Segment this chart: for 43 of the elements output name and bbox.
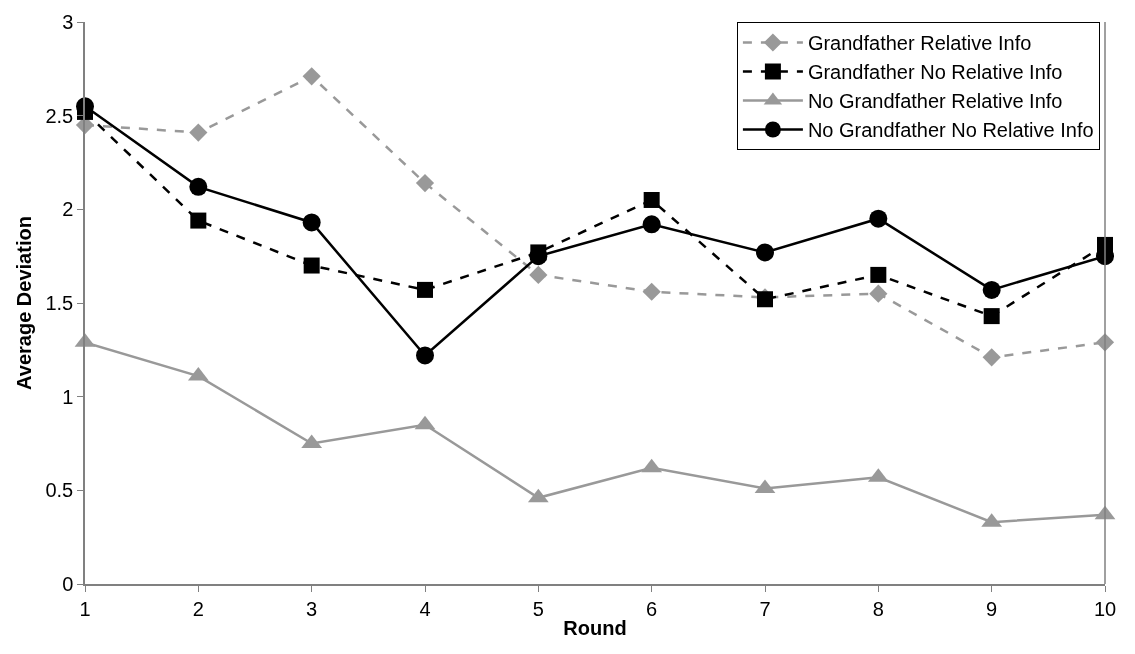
point [190,212,207,229]
y-tick-label: 3 [62,11,74,33]
point [642,215,661,234]
x-tick-label: 5 [532,597,544,620]
y-tick-label: 0 [62,573,74,595]
x-tick-label: 8 [872,597,884,620]
point [982,280,1001,299]
point [416,346,434,365]
x-tick-label: 1 [79,597,91,620]
x-axis-title: Round [563,616,627,639]
y-tick-label: 0.5 [45,479,74,502]
x-tick-label: 4 [419,597,431,620]
point [869,284,888,303]
point [303,257,320,274]
legend-label: Grandfather Relative Info [807,32,1032,55]
x-tick-label: 10 [1093,597,1117,620]
point [643,191,660,208]
point [982,348,1001,367]
point [529,265,548,284]
y-tick-label: 1.5 [45,292,74,314]
y-tick-label: 1 [62,385,74,408]
y-tick-label: 2.5 [45,104,74,127]
legend-label: No Grandfather Relative Info [807,90,1063,113]
legend-label: No Grandfather No Relative Info [807,119,1094,142]
point [189,123,208,142]
point [302,213,321,232]
point [302,67,321,86]
point [870,266,887,283]
y-tick-label: 2 [62,198,74,221]
x-tick-label: 6 [646,597,658,620]
point [983,308,1000,325]
point [756,243,774,262]
point [869,209,888,228]
point [417,281,433,298]
x-tick-label: 9 [986,597,998,620]
legend-label: Grandfather No Relative Info [807,61,1063,84]
point [415,174,435,193]
x-tick-label: 2 [192,597,204,620]
x-tick-label: 7 [759,597,771,620]
point [642,282,661,301]
x-tick-label: 3 [306,597,318,620]
y-axis-title: Average Deviation [13,216,36,390]
point [189,177,208,196]
